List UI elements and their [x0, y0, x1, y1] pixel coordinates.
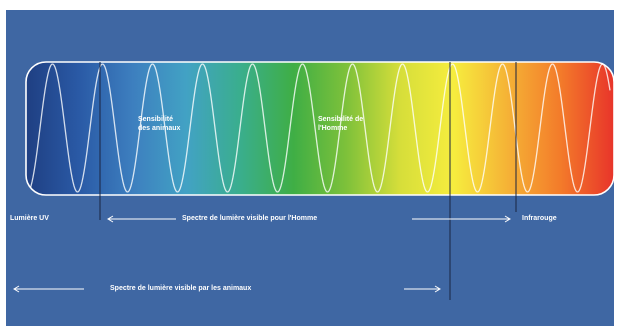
sensibilite-animaux-label: Sensibilité des animaux — [138, 115, 180, 133]
human-spectrum-arrow — [107, 215, 511, 223]
infrared-label: Infrarouge — [522, 215, 557, 222]
animal-spectrum-arrow — [13, 285, 441, 293]
spectrum-frame — [25, 61, 615, 196]
uv-label: Lumière UV — [10, 215, 49, 222]
spectrum-band — [26, 62, 614, 195]
sensibilite-animaux-line1: Sensibilité — [138, 116, 174, 123]
sensibilite-homme-label: Sensibilité de l'Homme — [318, 115, 363, 133]
sensibilite-homme-line2: l'Homme — [318, 125, 348, 132]
human-visible-spectrum-label: Spectre de lumière visible pour l'Homme — [182, 215, 318, 222]
sensibilite-homme-line1: Sensibilité de — [318, 116, 364, 123]
animal-visible-spectrum-label: Spectre de lumière visible par les anima… — [110, 285, 252, 292]
sensibilite-animaux-line2: des animaux — [138, 125, 181, 132]
light-wave — [29, 63, 611, 193]
